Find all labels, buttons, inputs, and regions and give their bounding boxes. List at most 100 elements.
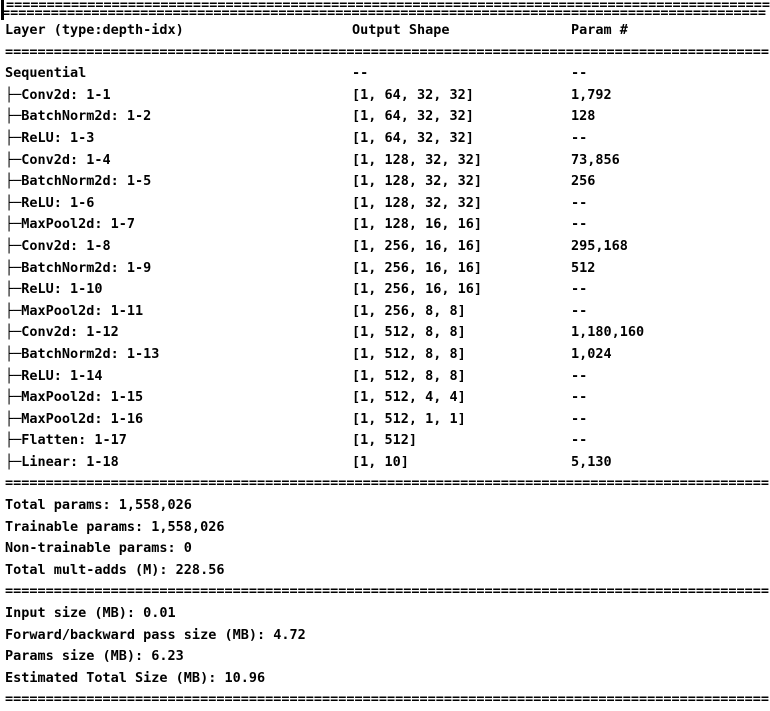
output-shape: [1, 64, 32, 32] <box>352 129 474 146</box>
table-row: ├─BatchNorm2d: 1-2 [1, 64, 32, 32] 128 <box>0 106 770 128</box>
summary-stat-line: Total params: 1,558,026 <box>0 495 770 517</box>
summary-stat-line: Forward/backward pass size (MB): 4.72 <box>0 625 770 647</box>
param-count: -- <box>571 367 588 384</box>
layer-rows-section: Sequential -- -- ├─Conv2d: 1-1 [1, 64, 32, 3… <box>0 63 770 473</box>
table-row: Sequential -- -- <box>0 63 770 85</box>
param-count: 295,168 <box>571 237 628 254</box>
layer-name: ├─BatchNorm2d: 1-5 <box>5 173 152 190</box>
col-header-layer: Layer (type:depth-idx) <box>5 22 184 38</box>
table-row: ├─MaxPool2d: 1-7 [1, 128, 16, 16] -- <box>0 214 770 236</box>
summary-stat-text: Params size (MB): 6.23 <box>5 648 184 665</box>
totals-section: Total params: 1,558,026 Trainable params:… <box>0 495 770 581</box>
output-shape: [1, 512, 1, 1] <box>352 410 466 427</box>
param-count: 512 <box>571 259 596 276</box>
layer-name: ├─MaxPool2d: 1-16 <box>5 410 144 427</box>
output-shape: [1, 64, 32, 32] <box>352 108 474 125</box>
param-count: 1,024 <box>571 345 612 362</box>
output-shape: [1, 512, 4, 4] <box>352 389 466 406</box>
layer-name: ├─Linear: 1-18 <box>5 453 119 470</box>
output-shape: [1, 128, 32, 32] <box>352 194 483 211</box>
output-shape: -- <box>352 65 369 82</box>
summary-stat-text: Input size (MB): 0.01 <box>5 605 176 622</box>
output-shape: [1, 256, 16, 16] <box>352 237 483 254</box>
table-row: ├─Conv2d: 1-12 [1, 512, 8, 8] 1,180,160 <box>0 322 770 344</box>
table-header-row: Layer (type:depth-idx) Output Shape Para… <box>0 20 770 42</box>
table-row: ├─BatchNorm2d: 1-13 [1, 512, 8, 8] 1,024 <box>0 344 770 366</box>
param-count: -- <box>571 129 588 146</box>
separator-line: ========================================… <box>5 475 770 492</box>
separator-line: ========================================… <box>5 43 770 60</box>
summary-stat-text: Trainable params: 1,558,026 <box>5 518 225 535</box>
table-row: ├─Conv2d: 1-8 [1, 256, 16, 16] 295,168 <box>0 236 770 258</box>
summary-stat-text: Non-trainable params: 0 <box>5 540 192 557</box>
table-row: ├─ReLU: 1-10 [1, 256, 16, 16] -- <box>0 279 770 301</box>
table-row: ├─BatchNorm2d: 1-5 [1, 128, 32, 32] 256 <box>0 171 770 193</box>
layer-name: ├─Conv2d: 1-1 <box>5 86 111 103</box>
sizes-section: Input size (MB): 0.01 Forward/backward pa… <box>0 603 770 689</box>
table-row: ├─Linear: 1-18 [1, 10] 5,130 <box>0 452 770 474</box>
table-row: ├─ReLU: 1-6 [1, 128, 32, 32] -- <box>0 193 770 215</box>
layer-name: ├─MaxPool2d: 1-15 <box>5 389 144 406</box>
table-row: ├─MaxPool2d: 1-16 [1, 512, 1, 1] -- <box>0 409 770 431</box>
param-count: 1,180,160 <box>571 324 645 341</box>
output-shape: [1, 512, 8, 8] <box>352 324 466 341</box>
summary-stat-line: Non-trainable params: 0 <box>0 538 770 560</box>
param-count: -- <box>571 65 588 82</box>
table-row: ├─ReLU: 1-3 [1, 64, 32, 32] -- <box>0 128 770 150</box>
param-count: -- <box>571 216 588 233</box>
layer-name: ├─ReLU: 1-10 <box>5 281 103 298</box>
table-row: ├─MaxPool2d: 1-11 [1, 256, 8, 8] -- <box>0 301 770 323</box>
table-row: ├─BatchNorm2d: 1-9 [1, 256, 16, 16] 512 <box>0 258 770 280</box>
summary-stat-text: Forward/backward pass size (MB): 4.72 <box>5 626 306 643</box>
layer-name: ├─Conv2d: 1-8 <box>5 237 111 254</box>
separator-line: ========================================… <box>5 583 770 600</box>
param-count: 256 <box>571 173 596 190</box>
summary-stat-line: Input size (MB): 0.01 <box>0 603 770 625</box>
summary-stat-text: Total params: 1,558,026 <box>5 497 192 514</box>
layer-name: ├─Conv2d: 1-4 <box>5 151 111 168</box>
separator-line: ========================================… <box>6 0 770 13</box>
summary-stat-line: Total mult-adds (M): 228.56 <box>0 560 770 582</box>
text-cursor <box>1 0 4 20</box>
param-count: -- <box>571 194 588 211</box>
param-count: -- <box>571 410 588 427</box>
param-count: 73,856 <box>571 151 620 168</box>
output-shape: [1, 512, 8, 8] <box>352 345 466 362</box>
layer-name: ├─ReLU: 1-14 <box>5 367 103 384</box>
table-row: ├─Conv2d: 1-1 [1, 64, 32, 32] 1,792 <box>0 85 770 107</box>
summary-stat-line: Estimated Total Size (MB): 10.96 <box>0 668 770 690</box>
table-row: ├─Flatten: 1-17 [1, 512] -- <box>0 430 770 452</box>
summary-stat-line: Params size (MB): 6.23 <box>0 646 770 668</box>
layer-name: ├─MaxPool2d: 1-11 <box>5 302 144 319</box>
output-shape: [1, 256, 16, 16] <box>352 259 483 276</box>
output-shape: [1, 128, 16, 16] <box>352 216 483 233</box>
output-shape: [1, 256, 16, 16] <box>352 281 483 298</box>
output-shape: [1, 256, 8, 8] <box>352 302 466 319</box>
output-shape: [1, 512] <box>352 432 418 449</box>
param-count: -- <box>571 389 588 406</box>
output-shape: [1, 64, 32, 32] <box>352 86 474 103</box>
layer-name: ├─Flatten: 1-17 <box>5 432 127 449</box>
top-separator-block: ========================================… <box>0 0 770 20</box>
layer-name: ├─Conv2d: 1-12 <box>5 324 119 341</box>
separator-line: ========================================… <box>2 5 767 20</box>
output-shape: [1, 512, 8, 8] <box>352 367 466 384</box>
summary-stat-line: Trainable params: 1,558,026 <box>0 517 770 539</box>
layer-name: ├─MaxPool2d: 1-7 <box>5 216 136 233</box>
param-count: -- <box>571 302 588 319</box>
table-row: ├─ReLU: 1-14 [1, 512, 8, 8] -- <box>0 366 770 388</box>
summary-stat-text: Total mult-adds (M): 228.56 <box>5 561 225 578</box>
layer-name: ├─ReLU: 1-3 <box>5 129 95 146</box>
table-row: ├─Conv2d: 1-4 [1, 128, 32, 32] 73,856 <box>0 150 770 172</box>
param-count: 5,130 <box>571 453 612 470</box>
table-row: ├─MaxPool2d: 1-15 [1, 512, 4, 4] -- <box>0 387 770 409</box>
output-shape: [1, 10] <box>352 453 409 470</box>
layer-name: ├─ReLU: 1-6 <box>5 194 95 211</box>
layer-name: ├─BatchNorm2d: 1-2 <box>5 108 152 125</box>
layer-name: ├─BatchNorm2d: 1-13 <box>5 345 160 362</box>
output-shape: [1, 128, 32, 32] <box>352 173 483 190</box>
output-shape: [1, 128, 32, 32] <box>352 151 483 168</box>
layer-name: ├─BatchNorm2d: 1-9 <box>5 259 152 276</box>
summary-stat-text: Estimated Total Size (MB): 10.96 <box>5 669 266 686</box>
